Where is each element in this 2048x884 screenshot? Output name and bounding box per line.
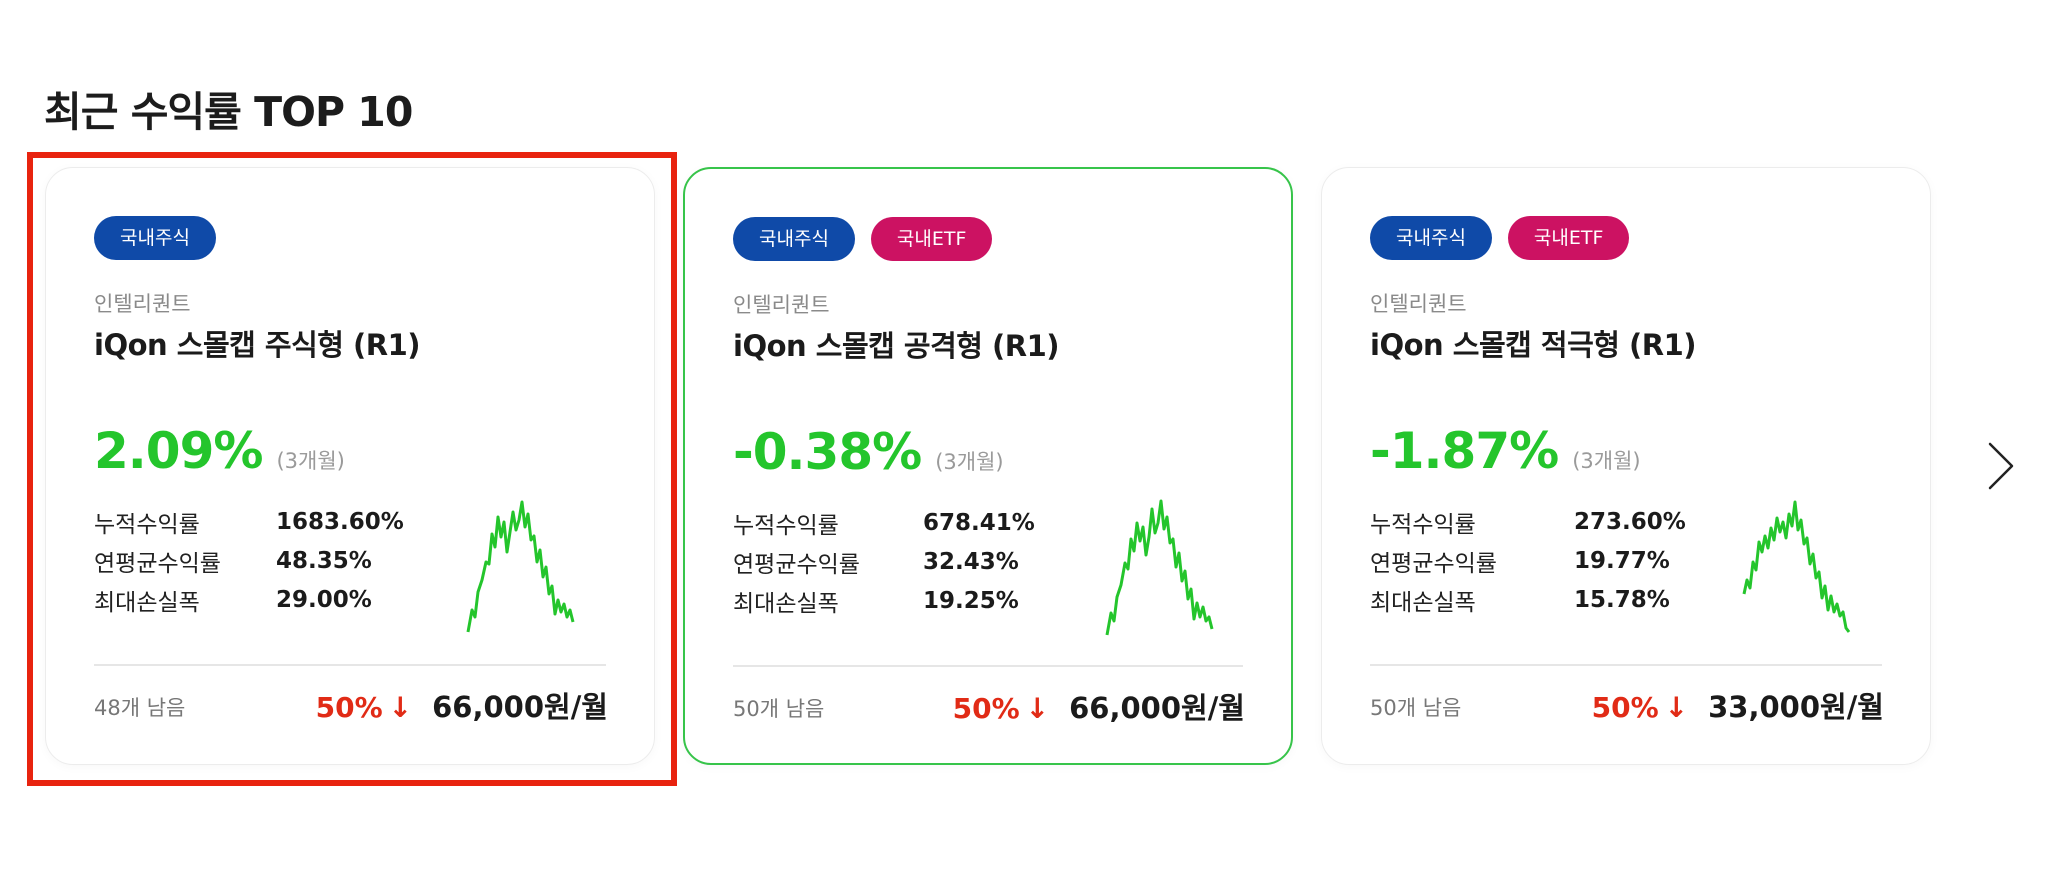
product-name: iQon 스몰캡 주식형 (R1) bbox=[94, 328, 421, 362]
remaining-count: 48개 남음 bbox=[94, 696, 186, 720]
stat-value: 48.35% bbox=[276, 547, 372, 574]
stat-row: 연평균수익률 32.43% bbox=[733, 542, 1035, 581]
discount-rate: 50% bbox=[1591, 691, 1659, 724]
stat-label: 누적수익률 bbox=[94, 511, 200, 538]
stat-value: 29.00% bbox=[276, 586, 372, 613]
return-summary: -1.87% (3개월) bbox=[1370, 422, 1641, 480]
return-value: -0.38% bbox=[733, 423, 922, 481]
stat-row: 최대손실폭 19.25% bbox=[733, 581, 1035, 620]
arrow-down-icon: ↓ bbox=[388, 691, 413, 724]
stat-label: 누적수익률 bbox=[1370, 511, 1476, 538]
return-sparkline bbox=[466, 500, 575, 633]
stat-label: 누적수익률 bbox=[733, 512, 839, 539]
stats-list: 누적수익률 678.41% 연평균수익률 32.43% 최대손실폭 19.25% bbox=[733, 503, 1035, 620]
stat-label: 연평균수익률 bbox=[733, 551, 860, 578]
stat-value: 19.77% bbox=[1574, 547, 1670, 574]
discount-rate: 50% bbox=[315, 691, 383, 724]
stat-label: 연평균수익률 bbox=[1370, 550, 1497, 577]
provider-name: 인텔리퀀트 bbox=[94, 292, 191, 316]
tag-list: 국내주식 국내ETF bbox=[1370, 216, 1630, 260]
strategy-card[interactable]: 국내주식 인텔리퀀트 iQon 스몰캡 주식형 (R1) 2.09% (3개월)… bbox=[45, 167, 655, 765]
stat-row: 연평균수익률 48.35% bbox=[94, 541, 404, 580]
price-row: 50% ↓ 66,000원/월 bbox=[953, 685, 1245, 727]
return-value: -1.87% bbox=[1370, 422, 1559, 480]
arrow-down-icon: ↓ bbox=[1664, 691, 1689, 724]
card-divider bbox=[94, 664, 606, 666]
stat-value: 678.41% bbox=[923, 509, 1035, 536]
stat-row: 연평균수익률 19.77% bbox=[1370, 541, 1686, 580]
stat-row: 최대손실폭 29.00% bbox=[94, 580, 404, 619]
return-summary: -0.38% (3개월) bbox=[733, 423, 1004, 481]
stat-row: 누적수익률 273.60% bbox=[1370, 502, 1686, 541]
monthly-price: 33,000원/월 bbox=[1708, 690, 1884, 724]
category-tag: 국내ETF bbox=[870, 217, 993, 261]
return-period: (3개월) bbox=[276, 449, 345, 473]
return-sparkline bbox=[1742, 500, 1851, 633]
price-row: 50% ↓ 33,000원/월 bbox=[1592, 684, 1884, 726]
section-title: 최근 수익률 TOP 10 bbox=[44, 88, 413, 136]
stat-row: 누적수익률 678.41% bbox=[733, 503, 1035, 542]
return-period: (3개월) bbox=[935, 450, 1004, 474]
product-name: iQon 스몰캡 적극형 (R1) bbox=[1370, 328, 1697, 362]
return-value: 2.09% bbox=[94, 422, 263, 480]
stat-label: 최대손실폭 bbox=[94, 589, 200, 616]
stat-value: 1683.60% bbox=[276, 508, 404, 535]
card-divider bbox=[1370, 664, 1882, 666]
tag-list: 국내주식 bbox=[94, 216, 216, 260]
price-row: 50% ↓ 66,000원/월 bbox=[316, 684, 608, 726]
tag-list: 국내주식 국내ETF bbox=[733, 217, 993, 261]
stats-list: 누적수익률 1683.60% 연평균수익률 48.35% 최대손실폭 29.00… bbox=[94, 502, 404, 619]
monthly-price: 66,000원/월 bbox=[432, 690, 608, 724]
stat-value: 273.60% bbox=[1574, 508, 1686, 535]
monthly-price: 66,000원/월 bbox=[1069, 691, 1245, 725]
category-tag: 국내주식 bbox=[94, 216, 216, 260]
stat-label: 연평균수익률 bbox=[94, 550, 221, 577]
return-summary: 2.09% (3개월) bbox=[94, 422, 345, 480]
stat-row: 누적수익률 1683.60% bbox=[94, 502, 404, 541]
stat-value: 19.25% bbox=[923, 587, 1019, 614]
chevron-right-icon bbox=[1988, 442, 2014, 490]
provider-name: 인텔리퀀트 bbox=[733, 293, 830, 317]
stat-label: 최대손실폭 bbox=[733, 590, 839, 617]
product-name: iQon 스몰캡 공격형 (R1) bbox=[733, 329, 1060, 363]
return-period: (3개월) bbox=[1572, 449, 1641, 473]
stat-value: 15.78% bbox=[1574, 586, 1670, 613]
strategy-card[interactable]: 국내주식 국내ETF 인텔리퀀트 iQon 스몰캡 적극형 (R1) -1.87… bbox=[1321, 167, 1931, 765]
remaining-count: 50개 남음 bbox=[1370, 696, 1462, 720]
category-tag: 국내주식 bbox=[1370, 216, 1492, 260]
remaining-count: 50개 남음 bbox=[733, 697, 825, 721]
card-divider bbox=[733, 665, 1243, 667]
discount-rate: 50% bbox=[952, 692, 1020, 725]
stat-label: 최대손실폭 bbox=[1370, 589, 1476, 616]
strategy-card[interactable]: 국내주식 국내ETF 인텔리퀀트 iQon 스몰캡 공격형 (R1) -0.38… bbox=[683, 167, 1293, 765]
carousel-next-button[interactable] bbox=[1976, 436, 2026, 496]
category-tag: 국내주식 bbox=[733, 217, 855, 261]
return-sparkline bbox=[1105, 499, 1214, 636]
stats-list: 누적수익률 273.60% 연평균수익률 19.77% 최대손실폭 15.78% bbox=[1370, 502, 1686, 619]
category-tag: 국내ETF bbox=[1507, 216, 1630, 260]
stat-value: 32.43% bbox=[923, 548, 1019, 575]
provider-name: 인텔리퀀트 bbox=[1370, 292, 1467, 316]
stat-row: 최대손실폭 15.78% bbox=[1370, 580, 1686, 619]
arrow-down-icon: ↓ bbox=[1025, 692, 1050, 725]
